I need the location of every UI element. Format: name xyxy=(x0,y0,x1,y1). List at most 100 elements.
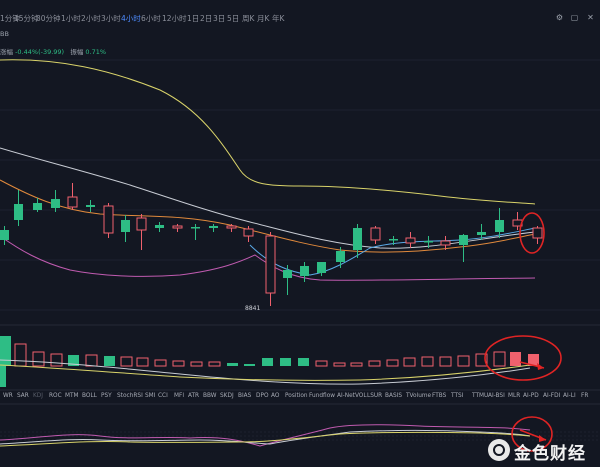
volume-bar xyxy=(280,358,291,366)
candle-body[interactable] xyxy=(405,237,416,244)
candle-body[interactable] xyxy=(300,266,309,276)
indicator-tab-sar[interactable]: SAR xyxy=(17,393,29,399)
indicator-label: BB xyxy=(0,30,9,38)
candle-body[interactable] xyxy=(317,262,326,273)
candle-body[interactable] xyxy=(336,251,345,262)
volume-bar xyxy=(14,343,27,367)
indicator-tab-stochrsi[interactable]: StochRSI xyxy=(117,393,143,399)
volume-bar xyxy=(315,360,328,367)
timeframe-3[interactable]: 1小时 xyxy=(61,14,81,23)
candle-body[interactable] xyxy=(86,205,95,207)
candle-body[interactable] xyxy=(283,270,292,278)
indicator-tab-dpo[interactable]: DPO xyxy=(256,393,269,399)
close-icon[interactable]: ✕ xyxy=(587,13,594,22)
candle-body[interactable] xyxy=(33,203,42,210)
candle-body[interactable] xyxy=(191,227,200,229)
indicator-tab-skdj[interactable]: SKDJ xyxy=(220,393,234,399)
timeframe-9[interactable]: 1日 xyxy=(187,14,200,23)
candle-body[interactable] xyxy=(155,225,164,228)
indicator-tab-ai-fdi[interactable]: AI-FDI xyxy=(543,393,561,399)
volume-bar xyxy=(50,353,63,367)
indicator-tab-tvolume[interactable]: TVolume xyxy=(406,393,432,399)
candle-body[interactable] xyxy=(121,220,130,232)
timeframe-13[interactable]: 周K xyxy=(242,14,255,23)
timeframe-10[interactable]: 2日 xyxy=(200,14,213,23)
candle-body[interactable] xyxy=(477,232,486,235)
candle-body[interactable] xyxy=(136,217,147,231)
indicator-tab-mfi[interactable]: MFI xyxy=(174,393,185,399)
timeframe-6[interactable]: 4小时 xyxy=(121,14,141,23)
indicator-tab-roc[interactable]: ROC xyxy=(49,393,62,399)
volume-bar xyxy=(172,360,185,367)
candle-body[interactable] xyxy=(14,204,23,220)
volume-bar xyxy=(493,351,506,367)
change-value: -0.44%(-39.99) xyxy=(15,48,65,56)
indicator-tab-ftbs[interactable]: FTBS xyxy=(432,393,447,399)
indicator-tab-lsur[interactable]: LSUR xyxy=(367,393,383,399)
indicator-tab-bbw[interactable]: BBW xyxy=(203,393,217,399)
candle-body[interactable] xyxy=(0,230,9,240)
timeframe-1[interactable]: 15分钟 xyxy=(14,14,39,23)
candle-body[interactable] xyxy=(370,227,381,241)
timeframe-14[interactable]: 月K xyxy=(257,14,270,23)
candle-body[interactable] xyxy=(51,199,60,208)
candle-body[interactable] xyxy=(103,205,114,234)
timeframe-0[interactable]: 1分钟 xyxy=(0,14,20,23)
indicator-tab-ai-li[interactable]: AI-LI xyxy=(563,393,576,399)
indicator-tab-kdj[interactable]: KDJ xyxy=(33,393,43,399)
volume-bar xyxy=(136,357,149,367)
candle-body[interactable] xyxy=(172,225,183,229)
candle-body[interactable] xyxy=(243,228,254,237)
settings-icon[interactable]: ⚙ xyxy=(555,13,564,22)
fullscreen-icon[interactable]: ▢ xyxy=(570,13,579,22)
timeframe-12[interactable]: 5日 xyxy=(227,14,240,23)
candle-body[interactable] xyxy=(226,225,237,229)
low-price-label: 8841 xyxy=(245,305,261,312)
timeframe-2[interactable]: 30分钟 xyxy=(36,14,61,23)
candle-body[interactable] xyxy=(265,235,276,294)
indicator-tab-boll[interactable]: BOLL xyxy=(82,393,97,399)
candle-body[interactable] xyxy=(440,240,451,246)
indicator-tab-ai-bsi[interactable]: AI-BSI xyxy=(488,393,505,399)
volume-bar xyxy=(510,352,521,366)
volume-ma-line-white xyxy=(0,359,531,385)
annotation-arrowhead xyxy=(537,363,544,370)
timeframe-8[interactable]: 12小时 xyxy=(162,14,187,23)
indicator-tab-bias[interactable]: BIAS xyxy=(238,393,252,399)
indicator-tab-ttmu[interactable]: TTMU xyxy=(472,393,489,399)
indicator-tab-ai-netvol[interactable]: AI-NetVOL xyxy=(337,393,367,399)
candle-body[interactable] xyxy=(209,226,218,228)
indicator-tab-atr[interactable]: ATR xyxy=(188,393,200,399)
timeframe-15[interactable]: 年K xyxy=(272,14,285,23)
timeframe-7[interactable]: 6小时 xyxy=(141,14,161,23)
candle-body[interactable] xyxy=(389,239,398,241)
candle-body[interactable] xyxy=(532,227,543,239)
indicator-tab-ttsi[interactable]: TTSI xyxy=(451,393,464,399)
indicator-tab-smi[interactable]: SMI xyxy=(145,393,156,399)
timeframe-4[interactable]: 2小时 xyxy=(81,14,101,23)
indicator-tab-ai-pd[interactable]: AI-PD xyxy=(523,393,539,399)
timeframe-11[interactable]: 3日 xyxy=(213,14,226,23)
volume-bar xyxy=(368,360,381,367)
volume-bar xyxy=(68,355,79,366)
indicator-tab-mlr[interactable]: MLR xyxy=(508,393,521,399)
indicator-tab-cci[interactable]: CCI xyxy=(158,393,168,399)
indicator-tab-psy[interactable]: PSY xyxy=(101,393,112,399)
candle-body[interactable] xyxy=(67,196,78,208)
candle-body[interactable] xyxy=(424,241,433,243)
timeframe-5[interactable]: 3小时 xyxy=(101,14,121,23)
indicator-tab-basis[interactable]: BASIS xyxy=(385,393,403,399)
indicator-tab-fundflow[interactable]: Fundflow xyxy=(309,393,335,399)
indicator-tab-mtm[interactable]: MTM xyxy=(65,393,79,399)
candle-body[interactable] xyxy=(353,228,362,250)
volume-bar xyxy=(403,357,416,367)
indicator-tab-wr[interactable]: WR xyxy=(3,393,13,399)
indicator-tab-fr[interactable]: FR xyxy=(581,393,589,399)
candle-body[interactable] xyxy=(459,235,468,245)
volume-bar xyxy=(333,362,346,367)
indicator-tab-ao[interactable]: AO xyxy=(271,393,280,399)
ma-line-blue xyxy=(249,227,536,276)
indicator-tab-position[interactable]: Position xyxy=(285,393,308,399)
candle-body[interactable] xyxy=(495,220,504,232)
